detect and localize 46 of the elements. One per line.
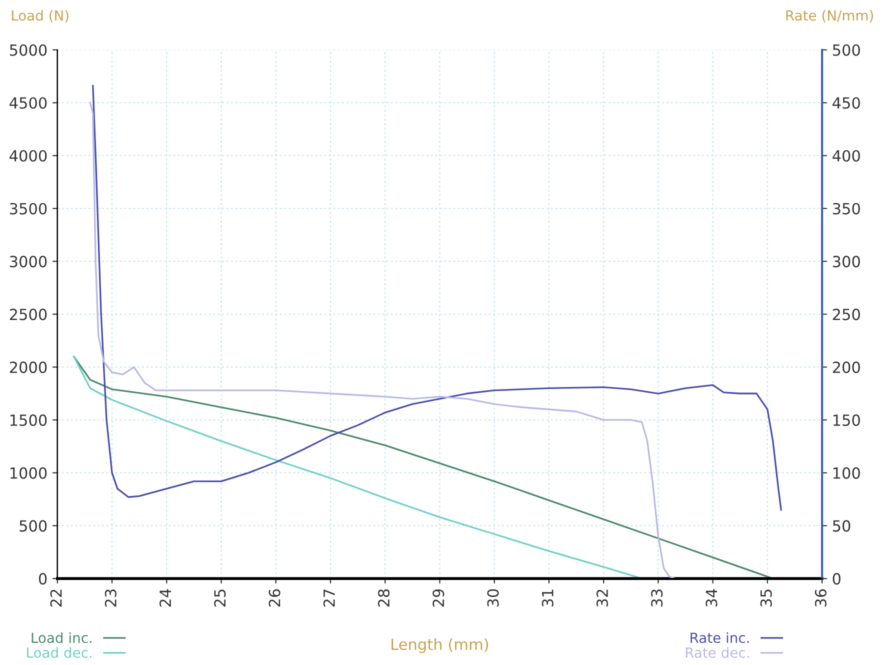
y-tick-label: 3000 <box>10 256 47 268</box>
y-tick-label: 1500 <box>10 414 47 426</box>
y2-tick-label: 250 <box>832 308 860 320</box>
y2-tick-label: 150 <box>833 414 860 426</box>
legend-label: Load inc. <box>32 632 92 644</box>
y-tick-label: 4500 <box>10 97 47 109</box>
x-tick-label: 22 <box>50 590 62 607</box>
y-tick-label: 4000 <box>10 150 47 162</box>
y2-tick-label: 200 <box>832 362 860 374</box>
y-tick-label: 500 <box>20 520 47 532</box>
y-tick-label: 0 <box>38 573 47 585</box>
x-tick-label: 28 <box>378 589 390 607</box>
x-axis-title: Length (mm) <box>392 638 488 654</box>
legend-label: Rate dec. <box>686 647 749 658</box>
y2-tick-label: 500 <box>832 44 860 56</box>
y-axis-title: Load (N) <box>12 10 68 22</box>
x-tick-label: 30 <box>487 589 499 607</box>
x-tick-label: 34 <box>706 589 718 607</box>
x-tick-label: 24 <box>160 589 171 607</box>
legend-label: Load dec. <box>27 647 92 658</box>
y-tick-label: 2500 <box>10 308 47 320</box>
y2-tick-label: 0 <box>832 573 840 585</box>
legend-label: Rate inc. <box>690 632 749 644</box>
y2-tick-label: 450 <box>832 97 860 109</box>
x-tick-label: 25 <box>214 590 226 607</box>
x-tick-label: 27 <box>323 590 335 607</box>
x-tick-label: 33 <box>651 589 663 607</box>
y2-tick-label: 300 <box>832 256 860 268</box>
y2-axis-title: Rate (N/mm) <box>786 10 873 22</box>
y-tick-label: 5000 <box>10 44 47 56</box>
y-tick-label: 1000 <box>10 467 47 479</box>
x-tick-label: 31 <box>542 590 554 607</box>
x-tick-label: 36 <box>814 589 827 607</box>
y-tick-label: 3500 <box>10 202 47 214</box>
y2-tick-label: 100 <box>833 467 860 479</box>
x-tick-label: 32 <box>596 590 608 607</box>
x-tick-label: 26 <box>268 589 280 607</box>
x-tick-label: 29 <box>432 589 444 607</box>
x-tick-label: 23 <box>104 589 116 607</box>
y2-tick-label: 50 <box>832 520 850 532</box>
line-series <box>92 84 782 511</box>
line-series <box>89 102 676 579</box>
y2-tick-label: 400 <box>832 150 860 162</box>
y2-tick-label: 350 <box>832 202 860 214</box>
y-tick-label: 2000 <box>10 362 47 374</box>
x-tick-label: 35 <box>760 590 772 607</box>
